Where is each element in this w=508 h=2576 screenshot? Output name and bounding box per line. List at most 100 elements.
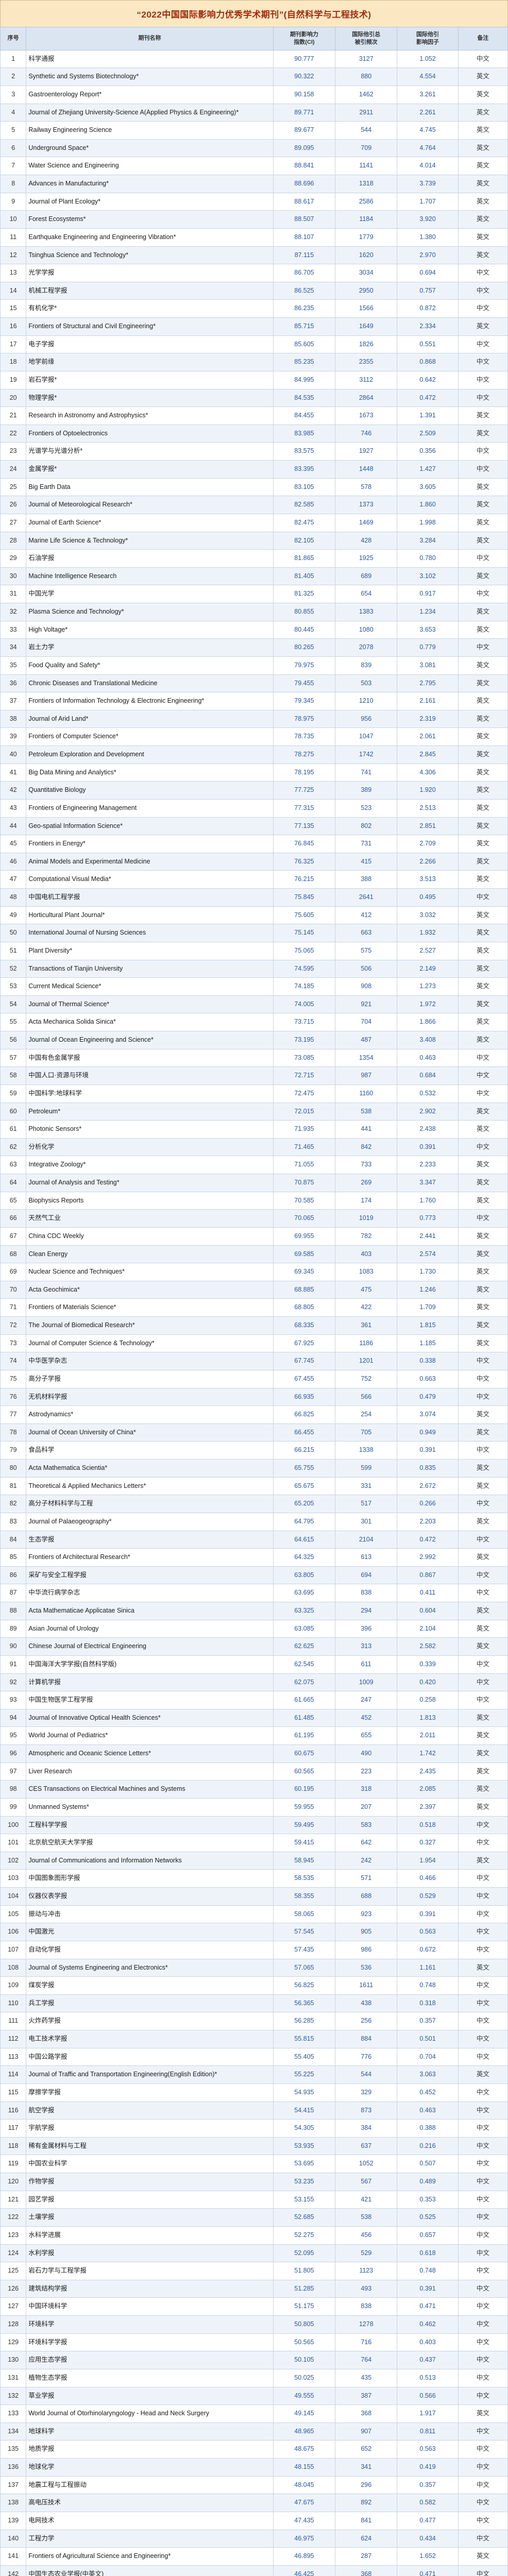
journal-name-cell: Atmospheric and Oceanic Science Letters*: [26, 1744, 274, 1763]
ci-cell: 50.105: [273, 2351, 336, 2369]
language-cell: 英文: [458, 210, 508, 229]
ci-cell: 53.695: [273, 2155, 336, 2174]
citations-cell: 2078: [335, 638, 398, 657]
ci-cell: 66.825: [273, 1405, 336, 1424]
rank-cell: 93: [0, 1691, 27, 1709]
ci-cell: 68.885: [273, 1280, 336, 1299]
language-cell: 中文: [458, 1209, 508, 1228]
journal-name-cell: Geo-spatial Information Science*: [26, 817, 274, 836]
language-cell: 中文: [458, 2315, 508, 2334]
citations-cell: 435: [335, 2368, 398, 2387]
citations-cell: 583: [335, 1816, 398, 1835]
table-row: 46 Animal Models and Experimental Medicin…: [0, 852, 508, 871]
citations-cell: 1141: [335, 157, 398, 176]
citations-cell: 1019: [335, 1209, 398, 1228]
col-header-rank: 序号: [0, 27, 27, 50]
citations-cell: 223: [335, 1762, 398, 1781]
citations-cell: 599: [335, 1459, 398, 1478]
citations-cell: 838: [335, 1584, 398, 1603]
rank-cell: 113: [0, 2047, 27, 2066]
ci-cell: 89.095: [273, 139, 336, 158]
journal-name-cell: 科学通报: [26, 49, 274, 69]
table-row: 132 草业学报 49.555 387 0.566 中文: [0, 2386, 508, 2405]
rank-cell: 116: [0, 2101, 27, 2120]
journal-name-cell: Marine Life Science & Technology*: [26, 531, 274, 550]
citations-cell: 1611: [335, 1976, 398, 1995]
rank-cell: 81: [0, 1477, 27, 1496]
rank-cell: 41: [0, 763, 27, 782]
ci-cell: 62.545: [273, 1655, 336, 1674]
ci-cell: 72.475: [273, 1084, 336, 1103]
ci-cell: 55.405: [273, 2047, 336, 2066]
table-row: 114 Journal of Traffic and Transportation…: [0, 2065, 508, 2084]
language-cell: 英文: [458, 1477, 508, 1496]
journal-name-cell: Frontiers of Optoelectronics: [26, 424, 274, 443]
ci-cell: 85.715: [273, 317, 336, 336]
language-cell: 英文: [458, 496, 508, 514]
journal-name-cell: 高电压技术: [26, 2494, 274, 2512]
impact-factor-cell: 2.319: [397, 709, 459, 728]
rank-cell: 71: [0, 1298, 27, 1317]
citations-cell: 624: [335, 2529, 398, 2548]
citations-cell: 329: [335, 2083, 398, 2102]
impact-factor-cell: 0.518: [397, 1816, 459, 1835]
table-row: 79 食品科学 66.215 1338 0.391 中文: [0, 1441, 508, 1460]
ci-cell: 73.085: [273, 1048, 336, 1067]
rank-cell: 13: [0, 264, 27, 282]
rank-cell: 14: [0, 281, 27, 300]
citations-cell: 905: [335, 1923, 398, 1941]
ci-cell: 57.545: [273, 1923, 336, 1941]
journal-name-cell: 生态学报: [26, 1530, 274, 1549]
impact-factor-cell: 2.435: [397, 1762, 459, 1781]
journal-name-cell: Frontiers of Materials Science*: [26, 1298, 274, 1317]
ci-cell: 78.975: [273, 709, 336, 728]
rank-cell: 30: [0, 567, 27, 586]
language-cell: 英文: [458, 781, 508, 800]
language-cell: 英文: [458, 513, 508, 532]
ci-cell: 84.535: [273, 388, 336, 408]
impact-factor-cell: 0.258: [397, 1691, 459, 1709]
impact-factor-cell: 0.472: [397, 1530, 459, 1549]
impact-factor-cell: 1.185: [397, 1334, 459, 1353]
language-cell: 英文: [458, 317, 508, 336]
rank-cell: 102: [0, 1851, 27, 1870]
citations-cell: 688: [335, 1887, 398, 1906]
ci-cell: 71.055: [273, 1156, 336, 1175]
table-row: 90 Chinese Journal of Electrical Engineer…: [0, 1637, 508, 1656]
ci-cell: 66.215: [273, 1441, 336, 1460]
rank-cell: 74: [0, 1352, 27, 1370]
language-cell: 英文: [458, 835, 508, 853]
language-cell: 中文: [458, 1566, 508, 1585]
citations-cell: 503: [335, 674, 398, 693]
language-cell: 中文: [458, 370, 508, 389]
ci-cell: 52.275: [273, 2226, 336, 2245]
language-cell: 中文: [458, 2244, 508, 2263]
impact-factor-cell: 1.860: [397, 496, 459, 514]
journal-name-cell: Advances in Manufacturing*: [26, 175, 274, 193]
rank-cell: 54: [0, 995, 27, 1014]
language-cell: 英文: [458, 478, 508, 497]
citations-cell: 421: [335, 2190, 398, 2209]
rank-cell: 42: [0, 781, 27, 800]
rank-cell: 65: [0, 1191, 27, 1210]
ci-cell: 80.855: [273, 603, 336, 621]
ci-cell: 88.841: [273, 157, 336, 176]
ci-cell: 76.325: [273, 852, 336, 871]
journal-name-cell: 岩土力学: [26, 638, 274, 657]
rank-cell: 7: [0, 157, 27, 176]
language-cell: 中文: [458, 2190, 508, 2209]
rank-cell: 52: [0, 959, 27, 978]
impact-factor-cell: 0.525: [397, 2208, 459, 2227]
journal-name-cell: 煤炭学报: [26, 1976, 274, 1995]
journal-name-cell: Journal of Meteorological Research*: [26, 496, 274, 514]
language-cell: 英文: [458, 924, 508, 942]
journal-name-cell: 兵工学报: [26, 1994, 274, 2013]
journal-name-cell: 植物生态学报: [26, 2368, 274, 2387]
rank-cell: 79: [0, 1441, 27, 1460]
journal-name-cell: Computational Visual Media*: [26, 870, 274, 889]
table-row: 8 Advances in Manufacturing* 88.696 1318 3.7…: [0, 175, 508, 193]
citations-cell: 544: [335, 121, 398, 140]
impact-factor-cell: 2.085: [397, 1780, 459, 1799]
language-cell: 英文: [458, 941, 508, 960]
impact-factor-cell: 0.463: [397, 2101, 459, 2120]
